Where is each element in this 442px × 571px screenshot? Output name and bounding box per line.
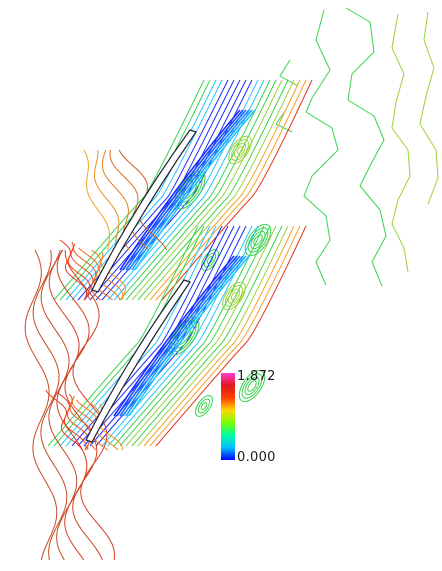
inlet-contour xyxy=(94,149,120,251)
eddy-contour xyxy=(230,292,238,300)
inlet-contour xyxy=(64,249,116,561)
core-contour xyxy=(125,255,247,417)
eddy-contour xyxy=(244,223,272,257)
eddy-contour xyxy=(227,288,241,304)
wake-contour xyxy=(131,79,283,301)
core-contour xyxy=(128,109,250,271)
wake-contour xyxy=(53,79,205,301)
inlet-contour xyxy=(91,249,121,301)
core-contour xyxy=(119,255,241,417)
inlet-contour xyxy=(70,243,94,301)
inlet-contour xyxy=(56,391,87,451)
colorbar-gradient xyxy=(221,373,235,460)
colorbar-min-label: 0.000 xyxy=(237,450,276,465)
inlet-contour xyxy=(100,253,126,301)
eddy-contour xyxy=(222,281,246,311)
eddy-contour xyxy=(203,252,217,268)
far-field-contour xyxy=(345,7,387,287)
eddy-contour xyxy=(236,146,244,154)
blade-profiles xyxy=(85,129,197,443)
eddy-contour xyxy=(241,373,263,399)
core-contour xyxy=(113,255,235,417)
far-field-contour xyxy=(419,11,439,205)
core-contour xyxy=(119,109,241,271)
inlet-contour xyxy=(24,249,58,561)
wake-contour xyxy=(155,225,307,447)
wake-contour xyxy=(47,225,199,447)
inlet-contour xyxy=(32,249,68,561)
eddy-contour xyxy=(200,402,208,410)
inlet-contour xyxy=(83,149,110,251)
inlet-contour xyxy=(109,149,149,251)
eddy-contour xyxy=(228,135,252,165)
core-contour xyxy=(122,255,244,417)
core-contour xyxy=(122,109,244,271)
eddy-contour xyxy=(247,380,257,392)
inlet-contour xyxy=(73,245,102,301)
wake-contour xyxy=(119,225,271,447)
wake-contour xyxy=(137,79,289,301)
inlet-contour xyxy=(48,249,88,561)
wake-contour xyxy=(125,79,277,301)
wake-contour xyxy=(149,225,301,447)
eddy-contour xyxy=(197,398,211,414)
eddy-contour xyxy=(231,139,249,161)
core-contour xyxy=(116,255,238,417)
eddy-contour xyxy=(233,142,247,158)
core-contour xyxy=(125,109,247,271)
wake-contour xyxy=(113,79,265,301)
wake-contour xyxy=(131,225,283,447)
far-field-contour xyxy=(391,13,411,273)
far-field-contours xyxy=(275,7,439,287)
lower-blade-wake-contours xyxy=(47,225,307,447)
far-field-contour xyxy=(275,59,299,133)
core-contour xyxy=(128,255,250,417)
upper-blade-wake-contours xyxy=(53,79,313,301)
wake-contour xyxy=(125,225,277,447)
wake-contour xyxy=(107,225,259,447)
eddy-contour xyxy=(225,285,243,307)
wake-contour xyxy=(137,225,289,447)
colorbar-max-label: 1.872 xyxy=(237,369,276,384)
inlet-contour xyxy=(59,239,87,301)
far-field-contour xyxy=(303,9,339,286)
eddy-contour xyxy=(238,369,266,403)
wake-contour xyxy=(143,225,295,447)
eddy-contour xyxy=(195,395,213,417)
colorbar xyxy=(221,373,235,460)
eddy-contour xyxy=(247,227,269,253)
blade-profile xyxy=(91,129,197,293)
blade-profile xyxy=(85,279,191,443)
core-contour xyxy=(134,109,256,271)
eddy-contour xyxy=(244,376,260,396)
